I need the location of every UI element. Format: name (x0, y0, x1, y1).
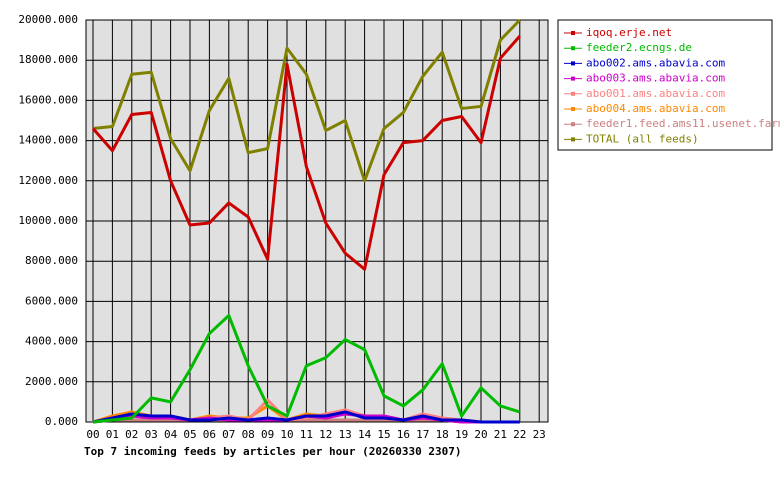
y-tick-label: 16000.000 (18, 93, 78, 106)
legend-marker (571, 122, 575, 127)
y-tick-label: 20000.000 (18, 13, 78, 26)
legend-label: iqoq.erje.net (586, 26, 672, 39)
x-tick-label: 09 (261, 428, 274, 441)
x-tick-label: 10 (280, 428, 293, 441)
legend-marker (571, 61, 575, 66)
legend-marker (571, 46, 575, 51)
x-tick-label: 01 (106, 428, 119, 441)
y-tick-label: 10000.000 (18, 214, 78, 227)
x-tick-label: 12 (319, 428, 332, 441)
y-tick-label: 8000.000 (25, 254, 78, 267)
x-tick-label: 07 (222, 428, 235, 441)
x-tick-label: 05 (183, 428, 196, 441)
y-tick-label: 0.000 (45, 415, 78, 428)
legend-label: abo003.ams.abavia.com (586, 72, 725, 85)
x-tick-label: 11 (300, 428, 313, 441)
y-tick-label: 14000.000 (18, 134, 78, 147)
y-tick-label: 2000.000 (25, 375, 78, 388)
legend-label: abo004.ams.abavia.com (586, 102, 725, 115)
legend-label: feeder2.ecngs.de (586, 41, 692, 54)
x-tick-label: 06 (203, 428, 216, 441)
x-tick-label: 21 (494, 428, 507, 441)
legend-marker (571, 107, 575, 111)
x-tick-label: 19 (455, 428, 468, 441)
x-tick-label: 03 (145, 428, 158, 441)
series-line (91, 35, 521, 271)
legend-label: TOTAL (all feeds) (586, 132, 699, 145)
y-tick-label: 12000.000 (18, 174, 78, 187)
x-tick-label: 23 (533, 428, 546, 441)
x-tick-label: 16 (397, 428, 410, 441)
legend-label: feeder1.feed.ams11.usenet.farm (586, 117, 780, 130)
x-tick-label: 18 (436, 428, 449, 441)
x-tick-label: 20 (474, 428, 487, 441)
y-tick-label: 6000.000 (25, 294, 78, 307)
x-tick-label: 02 (125, 428, 138, 441)
legend-marker (571, 137, 575, 142)
x-tick-label: 17 (416, 428, 429, 441)
x-tick-label: 00 (86, 428, 99, 441)
series-line (92, 410, 520, 424)
legend-label: abo002.ams.abavia.com (586, 56, 725, 69)
x-tick-label: 14 (358, 428, 372, 441)
series-line (92, 18, 521, 183)
legend (557, 19, 773, 151)
y-tick-label: 4000.000 (25, 335, 78, 348)
x-tick-label: 04 (164, 428, 178, 441)
y-tick-label: 18000.000 (18, 53, 78, 66)
legend-marker (571, 76, 575, 81)
x-tick-label: 15 (377, 428, 390, 441)
x-tick-label: 22 (513, 428, 526, 441)
legend-marker (571, 91, 575, 96)
legend-label: abo001.ams.abavia.com (586, 87, 725, 100)
x-tick-label: 13 (339, 428, 352, 441)
chart-title: Top 7 incoming feeds by articles per hou… (84, 445, 462, 458)
x-tick-label: 08 (242, 428, 255, 441)
legend-marker (571, 31, 575, 35)
series-line (92, 313, 521, 424)
